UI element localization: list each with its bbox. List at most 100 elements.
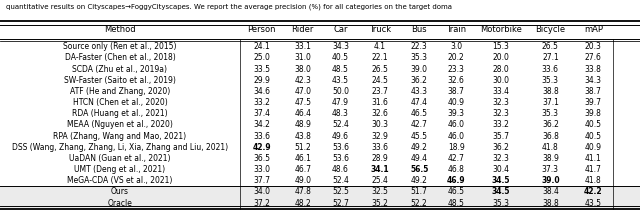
Text: 38.8: 38.8 <box>542 87 559 96</box>
Text: 30.3: 30.3 <box>371 120 388 130</box>
Text: 42.3: 42.3 <box>294 76 311 85</box>
Text: 33.8: 33.8 <box>585 65 602 73</box>
Text: 56.5: 56.5 <box>410 165 428 174</box>
Text: 22.3: 22.3 <box>411 42 428 51</box>
Text: 49.2: 49.2 <box>411 176 428 185</box>
Text: 39.3: 39.3 <box>448 109 465 118</box>
Text: 41.8: 41.8 <box>585 176 602 185</box>
Text: 39.7: 39.7 <box>585 98 602 107</box>
Text: Source only (Ren et al., 2015): Source only (Ren et al., 2015) <box>63 42 177 51</box>
Text: 34.5: 34.5 <box>492 187 510 196</box>
Text: 51.2: 51.2 <box>294 143 311 152</box>
Text: 37.2: 37.2 <box>253 199 270 208</box>
Text: 48.9: 48.9 <box>294 120 311 130</box>
Text: 48.6: 48.6 <box>332 165 349 174</box>
Text: Bicycle: Bicycle <box>535 25 566 35</box>
Text: 38.9: 38.9 <box>542 154 559 163</box>
Text: 48.5: 48.5 <box>332 65 349 73</box>
Text: 43.5: 43.5 <box>332 76 349 85</box>
Text: 24.5: 24.5 <box>371 76 388 85</box>
Text: 52.4: 52.4 <box>332 176 349 185</box>
Text: 37.7: 37.7 <box>253 176 270 185</box>
Text: 49.4: 49.4 <box>411 154 428 163</box>
Text: 40.9: 40.9 <box>585 143 602 152</box>
Text: 47.4: 47.4 <box>411 98 428 107</box>
Text: 35.3: 35.3 <box>542 109 559 118</box>
Text: 39.0: 39.0 <box>541 176 560 185</box>
Text: 34.3: 34.3 <box>332 42 349 51</box>
Text: 39.0: 39.0 <box>411 65 428 73</box>
Text: 46.0: 46.0 <box>448 132 465 141</box>
Text: 46.4: 46.4 <box>294 109 311 118</box>
Text: 36.8: 36.8 <box>542 132 559 141</box>
Text: 49.2: 49.2 <box>411 143 428 152</box>
Text: 32.6: 32.6 <box>371 109 388 118</box>
Text: 38.7: 38.7 <box>585 87 602 96</box>
Text: Rider: Rider <box>292 25 314 35</box>
Text: 33.1: 33.1 <box>294 42 311 51</box>
Text: 36.5: 36.5 <box>253 154 270 163</box>
Text: 41.7: 41.7 <box>585 165 602 174</box>
Text: 48.5: 48.5 <box>448 199 465 208</box>
Text: 53.6: 53.6 <box>332 143 349 152</box>
Text: 52.4: 52.4 <box>332 120 349 130</box>
Text: 34.5: 34.5 <box>492 176 510 185</box>
Text: 47.9: 47.9 <box>332 98 349 107</box>
Text: 34.6: 34.6 <box>253 87 270 96</box>
Text: DA-Faster (Chen et al., 2018): DA-Faster (Chen et al., 2018) <box>65 53 175 62</box>
Text: 47.5: 47.5 <box>294 98 311 107</box>
Text: Method: Method <box>104 25 136 35</box>
Text: 45.5: 45.5 <box>411 132 428 141</box>
Text: 33.2: 33.2 <box>493 120 509 130</box>
Text: 49.6: 49.6 <box>332 132 349 141</box>
Text: 32.3: 32.3 <box>493 109 509 118</box>
Text: 43.3: 43.3 <box>411 87 428 96</box>
Text: SCDA (Zhu et al., 2019a): SCDA (Zhu et al., 2019a) <box>72 65 168 73</box>
Text: 35.3: 35.3 <box>493 199 509 208</box>
Text: 37.1: 37.1 <box>542 98 559 107</box>
Text: 46.5: 46.5 <box>411 109 428 118</box>
Text: 46.1: 46.1 <box>294 154 311 163</box>
Text: 4.1: 4.1 <box>374 42 386 51</box>
Text: Person: Person <box>248 25 276 35</box>
Text: DSS (Wang, Zhang, Zhang, Li, Xia, Zhang and Liu, 2021): DSS (Wang, Zhang, Zhang, Li, Xia, Zhang … <box>12 143 228 152</box>
Text: RDA (Huang et al., 2021): RDA (Huang et al., 2021) <box>72 109 168 118</box>
Text: Motorbike: Motorbike <box>480 25 522 35</box>
Text: 27.6: 27.6 <box>585 53 602 62</box>
Text: MEAA (Nguyen et al., 2020): MEAA (Nguyen et al., 2020) <box>67 120 173 130</box>
Text: MeGA-CDA (VS et al., 2021): MeGA-CDA (VS et al., 2021) <box>67 176 173 185</box>
Text: 18.9: 18.9 <box>448 143 465 152</box>
Text: 25.4: 25.4 <box>371 176 388 185</box>
Text: 38.8: 38.8 <box>542 199 559 208</box>
Text: 43.5: 43.5 <box>585 199 602 208</box>
Text: 40.5: 40.5 <box>332 53 349 62</box>
Text: 46.7: 46.7 <box>294 165 311 174</box>
Text: 30.4: 30.4 <box>493 165 509 174</box>
Text: 35.3: 35.3 <box>542 76 559 85</box>
Text: 46.5: 46.5 <box>448 187 465 196</box>
Text: 46.0: 46.0 <box>448 120 465 130</box>
Text: 23.3: 23.3 <box>448 65 465 73</box>
Text: 22.1: 22.1 <box>372 53 388 62</box>
Text: 42.7: 42.7 <box>411 120 428 130</box>
Text: 28.0: 28.0 <box>493 65 509 73</box>
Text: ATF (He and Zhang, 2020): ATF (He and Zhang, 2020) <box>70 87 170 96</box>
Text: 53.6: 53.6 <box>332 154 349 163</box>
Text: SW-Faster (Saito et al., 2019): SW-Faster (Saito et al., 2019) <box>64 76 176 85</box>
Text: 34.0: 34.0 <box>253 187 270 196</box>
Text: 29.9: 29.9 <box>253 76 270 85</box>
Text: UMT (Deng et al., 2021): UMT (Deng et al., 2021) <box>74 165 166 174</box>
Text: quantitative results on Cityscapes→FoggyCityscapes. We report the average precis: quantitative results on Cityscapes→Foggy… <box>6 3 452 10</box>
Text: 43.8: 43.8 <box>294 132 311 141</box>
Text: 33.4: 33.4 <box>493 87 509 96</box>
Text: 32.3: 32.3 <box>493 98 509 107</box>
Text: 23.7: 23.7 <box>371 87 388 96</box>
Text: 33.2: 33.2 <box>253 98 270 107</box>
Text: RPA (Zhang, Wang and Mao, 2021): RPA (Zhang, Wang and Mao, 2021) <box>53 132 187 141</box>
Text: 52.2: 52.2 <box>411 199 428 208</box>
Text: 40.5: 40.5 <box>585 132 602 141</box>
Text: 32.3: 32.3 <box>493 154 509 163</box>
Text: 42.7: 42.7 <box>448 154 465 163</box>
Text: 48.3: 48.3 <box>332 109 349 118</box>
Bar <box>0 198 640 209</box>
